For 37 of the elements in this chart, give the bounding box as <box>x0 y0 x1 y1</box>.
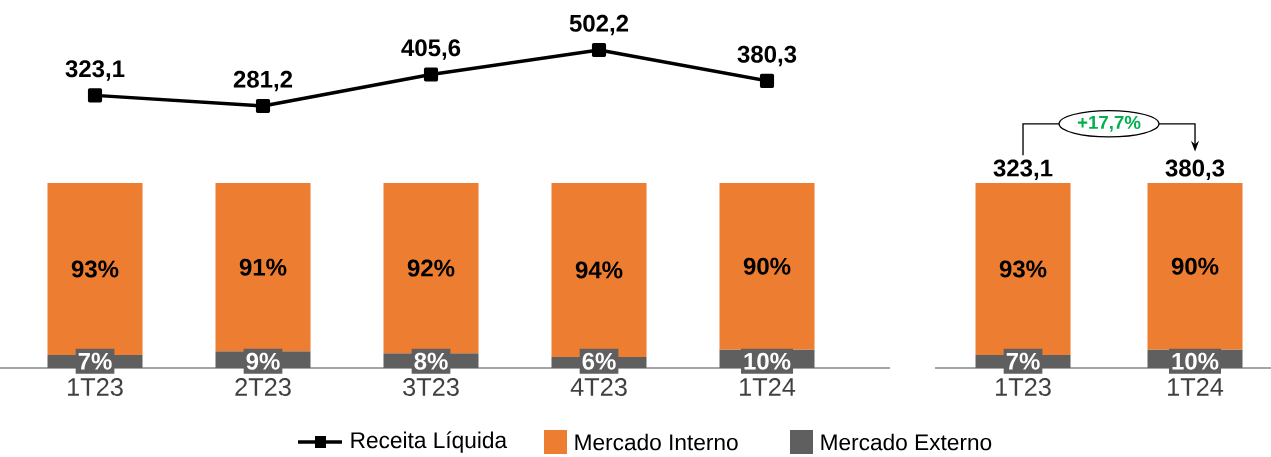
point <box>759 73 775 88</box>
data-label: 8% <box>414 352 448 370</box>
legend-label: Mercado Interno <box>575 433 738 451</box>
data-label: 92% <box>407 259 455 277</box>
data-label: 90% <box>743 257 791 275</box>
data-label: 281,2 <box>233 70 293 92</box>
data-label: 502,2 <box>569 14 629 36</box>
bar <box>383 183 479 354</box>
text: +17,7% <box>1077 115 1141 132</box>
bar <box>215 183 311 352</box>
data-label: 93% <box>999 260 1047 278</box>
x-tick-label: 3T23 <box>403 378 459 396</box>
data-label: 405,6 <box>401 39 461 60</box>
data-label: 91% <box>239 258 287 276</box>
x-tick-label: 2T23 <box>235 378 291 396</box>
data-label: 93% <box>71 260 119 278</box>
data-label: 7% <box>1006 352 1040 370</box>
x-tick-label: 1T24 <box>740 378 796 396</box>
x-tick-label: 4T23 <box>570 378 627 396</box>
point <box>255 98 271 114</box>
point <box>591 42 607 58</box>
legend-label: Receita Líquida <box>351 431 508 453</box>
data-label: 380,3 <box>737 45 797 67</box>
point <box>87 88 103 103</box>
data-label: 7% <box>78 352 112 370</box>
x-tick-label: 1T24 <box>1168 378 1224 396</box>
x-tick-label: 1T23 <box>68 378 123 396</box>
x-tick-label: 1T23 <box>996 378 1051 396</box>
annotation: 380,3 <box>1165 159 1225 181</box>
legend-label: Mercado Externo <box>821 433 992 451</box>
annotation: 323,1 <box>993 159 1053 181</box>
point <box>423 67 439 82</box>
data-label: 323,1 <box>65 60 125 81</box>
data-label: 9% <box>246 352 280 370</box>
data-label: 90% <box>1171 257 1219 275</box>
data-label: 94% <box>575 261 623 279</box>
data-label: 6% <box>582 352 616 370</box>
